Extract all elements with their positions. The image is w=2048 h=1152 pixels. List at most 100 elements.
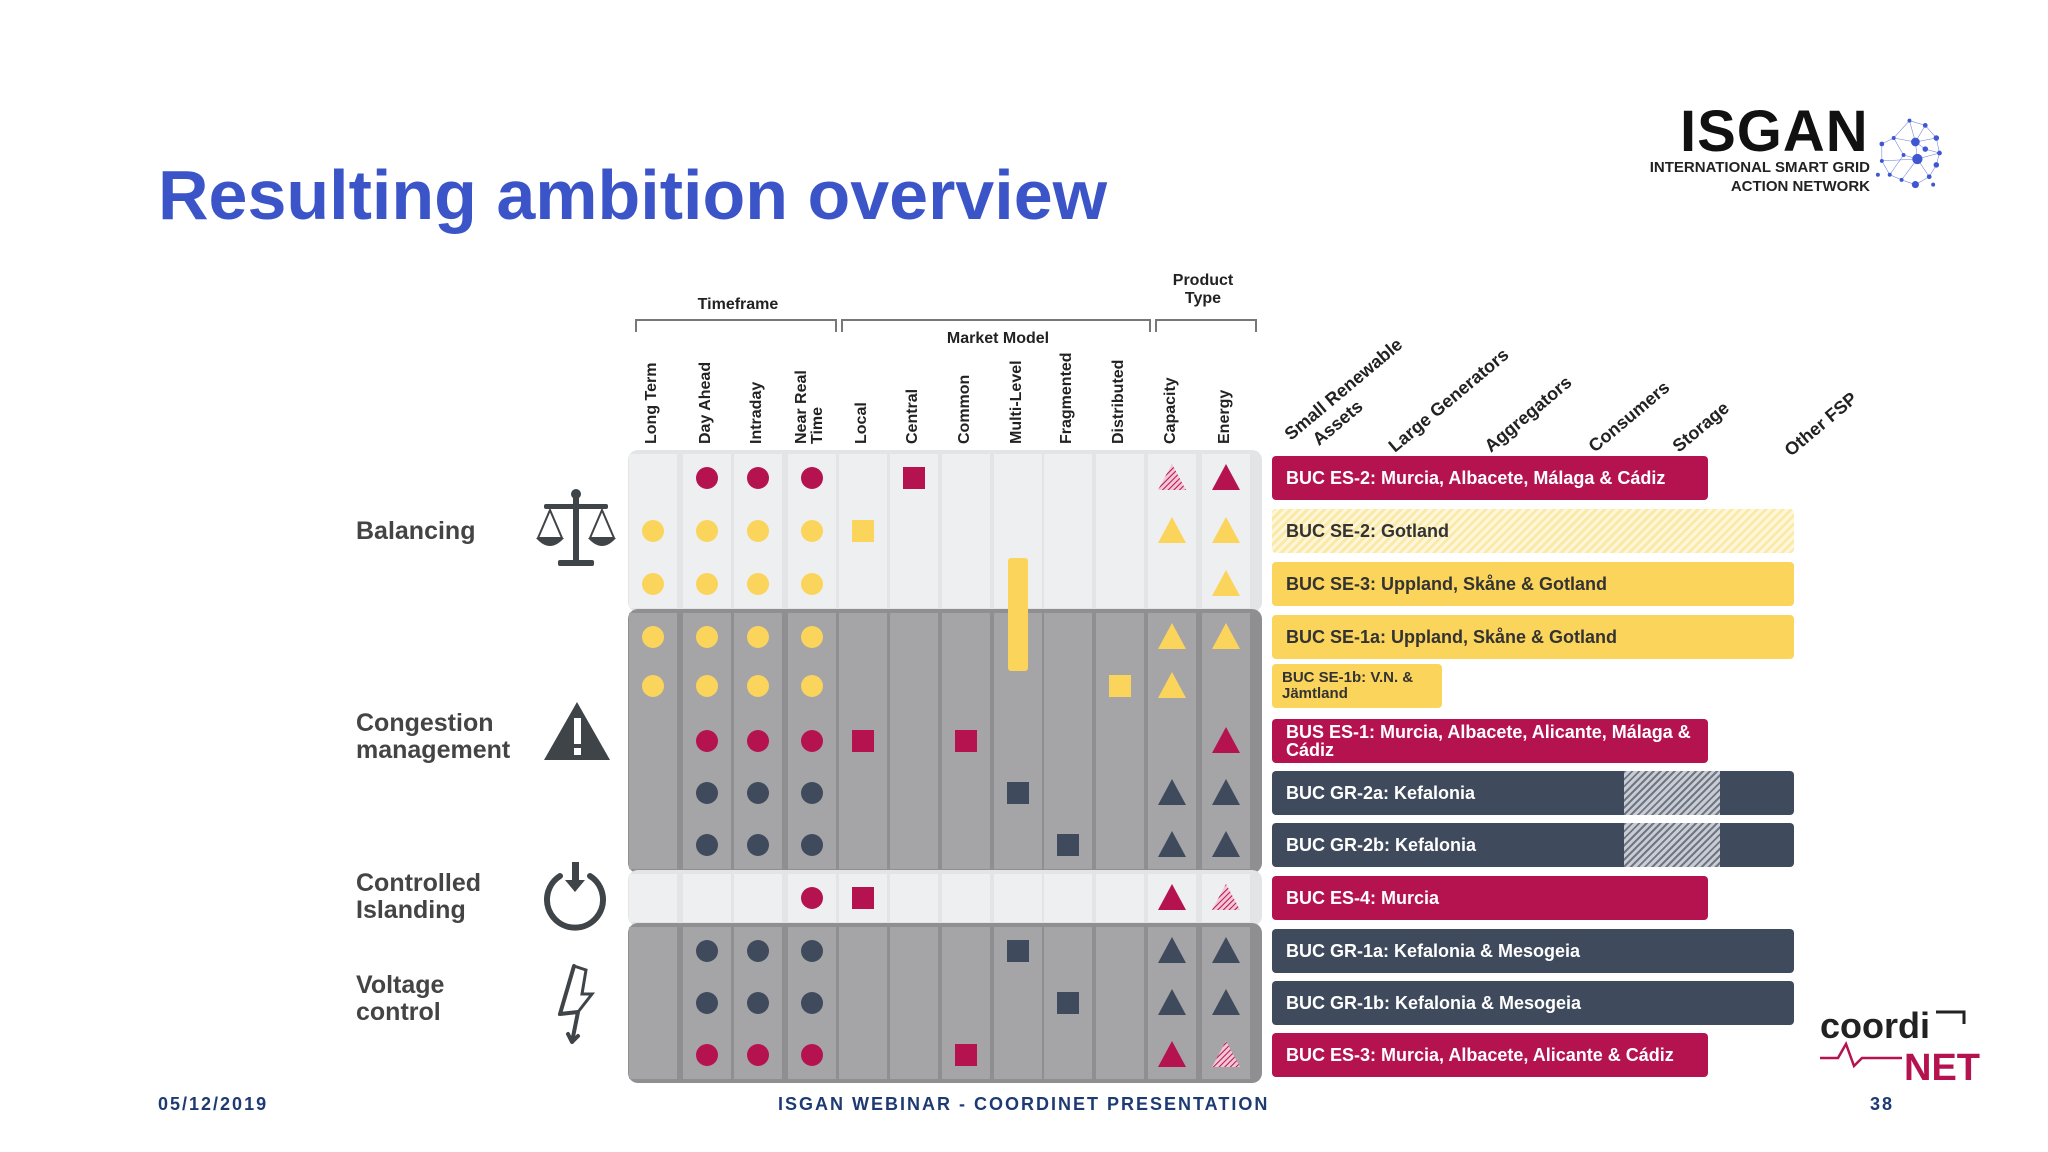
mark-circle <box>747 467 769 489</box>
mark-circle <box>747 992 769 1014</box>
group-bracket <box>1155 319 1257 332</box>
mark-triangle <box>1212 517 1240 543</box>
isgan-logo-text: ISGAN <box>1680 99 1869 164</box>
buc-bar: BUC GR-1b: Kefalonia & Mesogeia <box>1272 981 1794 1025</box>
mark-circle <box>696 834 718 856</box>
matrix-column-cell <box>629 454 677 608</box>
mark-triangle-hatched <box>1158 464 1186 490</box>
mark-circle <box>801 730 823 752</box>
mark-triangle <box>1212 623 1240 649</box>
service-label-line2: control <box>356 998 441 1026</box>
mark-circle <box>696 675 718 697</box>
isgan-logo-subtitle: INTERNATIONAL SMART GRID ACTION NETWORK <box>1630 158 1870 196</box>
mark-circle <box>696 573 718 595</box>
matrix-column-cell <box>890 874 938 922</box>
mark-circle <box>801 675 823 697</box>
mark-triangle <box>1212 570 1240 596</box>
fsp-column-label: Storage <box>1668 397 1733 457</box>
isgan-network-logo <box>1875 118 1942 189</box>
matrix-column-cell <box>839 874 887 922</box>
mark-square <box>955 730 977 752</box>
matrix-column-cell <box>942 927 990 1079</box>
column-group-label: Product Type <box>1150 272 1256 308</box>
mark-triangle <box>1158 937 1186 963</box>
mark-circle <box>642 520 664 542</box>
mark-circle <box>696 626 718 648</box>
buc-bar: BUC SE-3: Uppland, Skåne & Gotland <box>1272 562 1794 606</box>
mark-circle <box>801 940 823 962</box>
mark-circle <box>801 573 823 595</box>
mark-circle <box>696 940 718 962</box>
mark-square <box>852 730 874 752</box>
mark-circle <box>801 626 823 648</box>
mark-circle <box>801 887 823 909</box>
mark-triangle <box>1212 779 1240 805</box>
matrix-column-cell <box>994 874 1042 922</box>
matrix-column-cell <box>734 454 782 608</box>
matrix-column-cell <box>1148 874 1196 922</box>
buc-bar: BUC SE-1a: Uppland, Skåne & Gotland <box>1272 615 1794 659</box>
mark-triangle-hatched <box>1212 1041 1240 1067</box>
matrix-column-cell <box>683 613 731 869</box>
mark-circle <box>801 834 823 856</box>
service-label: Congestion management <box>356 710 510 764</box>
mark-square <box>1057 834 1079 856</box>
mark-circle <box>642 626 664 648</box>
fsp-column-label-line1: Other FSP <box>1780 388 1861 461</box>
matrix-column-cell <box>734 927 782 1079</box>
matrix-column-cell <box>1044 927 1092 1079</box>
mark-triangle <box>1212 989 1240 1015</box>
matrix-column-cell <box>734 874 782 922</box>
mark-circle <box>696 520 718 542</box>
page-title: Resulting ambition overview <box>158 156 1108 234</box>
matrix-column-cell <box>788 927 836 1079</box>
column-header-label: Intraday <box>748 381 765 444</box>
service-band <box>628 923 1262 1083</box>
mark-circle <box>747 626 769 648</box>
service-label-line1: Balancing <box>356 517 476 545</box>
mark-circle <box>747 782 769 804</box>
mark-square <box>1007 940 1029 962</box>
matrix-column-cell <box>683 454 731 608</box>
mark-triangle <box>1158 517 1186 543</box>
buc-bar: BUC ES-2: Murcia, Albacete, Málaga & Cád… <box>1272 456 1708 500</box>
matrix-column-cell <box>994 454 1042 608</box>
buc-bar: BUC ES-3: Murcia, Albacete, Alicante & C… <box>1272 1033 1708 1077</box>
column-group-label-line2: Market Model <box>946 330 1050 347</box>
matrix-column-cell <box>1044 454 1092 608</box>
column-group-label-line1: Product <box>1172 272 1234 289</box>
mark-triangle <box>1158 989 1186 1015</box>
lightning-icon <box>557 964 596 1044</box>
warning-icon <box>544 702 610 760</box>
mark-circle <box>696 1044 718 1066</box>
footer-page-number: 38 <box>1870 1094 1895 1114</box>
service-band <box>628 870 1262 926</box>
buc-bar: BUC SE-1b: V.N. & Jämtland <box>1272 664 1442 708</box>
column-header-label: Central <box>904 388 921 444</box>
service-label-line1: Voltage <box>356 971 445 999</box>
mark-triangle <box>1158 672 1186 698</box>
matrix-column-cell <box>683 927 731 1079</box>
mark-triangle <box>1158 831 1186 857</box>
isgan-subtitle-line1: INTERNATIONAL SMART GRID <box>1649 159 1870 176</box>
svg-text:NET: NET <box>1904 1047 1980 1089</box>
isgan-subtitle-line2: ACTION NETWORK <box>1730 178 1870 195</box>
matrix-column-cell <box>1044 874 1092 922</box>
matrix-column-cell <box>890 454 938 608</box>
matrix-column-cell <box>1096 927 1144 1079</box>
mark-square <box>955 1044 977 1066</box>
mark-triangle <box>1158 779 1186 805</box>
mark-circle <box>642 573 664 595</box>
matrix-column-cell <box>1202 874 1250 922</box>
mark-circle <box>696 992 718 1014</box>
scales-icon <box>536 489 616 566</box>
fsp-column-label-line1: Storage <box>1668 397 1733 457</box>
coordinet-logo: coordi NET <box>1818 1000 1998 1090</box>
mark-circle <box>747 940 769 962</box>
matrix-column-cell <box>788 454 836 608</box>
matrix-column-cell <box>1096 613 1144 869</box>
column-group-label: Timeframe <box>640 296 836 314</box>
fsp-column-label-line1: Consumers <box>1584 377 1674 457</box>
column-group-label: Market Model <box>846 330 1150 348</box>
matrix-column-cell <box>1202 454 1250 608</box>
